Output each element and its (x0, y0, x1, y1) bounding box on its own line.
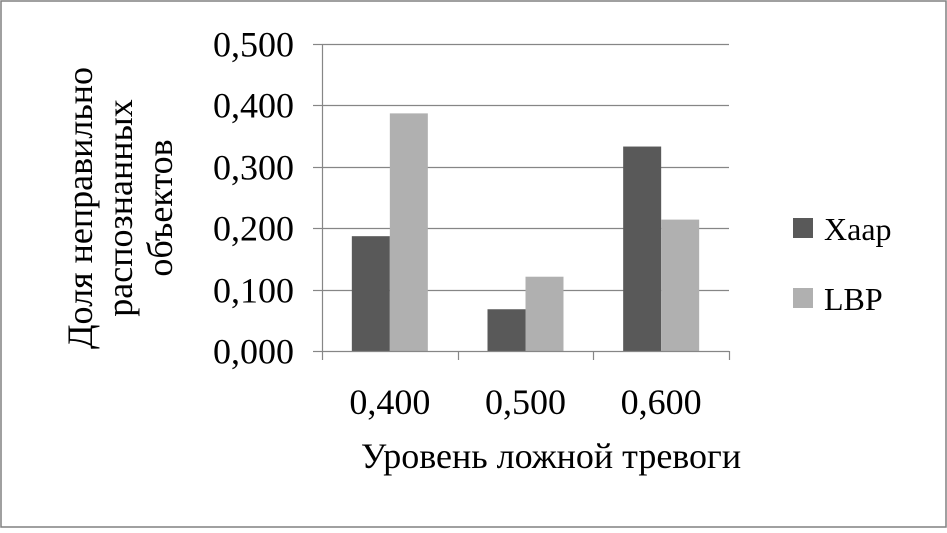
x-tick-label: 0,600 (621, 382, 702, 422)
y-tick-label: 0,100 (213, 271, 294, 311)
y-tick-label: 0,500 (213, 25, 294, 65)
x-tick-labels: 0,400 0,500 0,600 (349, 382, 701, 422)
bar-haar (351, 236, 390, 351)
y-axis-title-line-1: Доля неправильно (60, 67, 100, 349)
y-axis-title-line-3: объектов (140, 139, 180, 276)
legend-label-haar: Хаар (824, 211, 892, 247)
y-tick-label: 0,400 (213, 86, 294, 126)
y-tick-labels: 0,000 0,100 0,200 0,300 0,400 0,500 (213, 25, 294, 372)
y-axis-title-line-2: распознанных (100, 99, 140, 316)
bar-haar (487, 309, 526, 351)
y-tick-label: 0,000 (213, 332, 294, 372)
legend-label-lbp: LBP (824, 281, 883, 317)
bar-lbp (661, 219, 700, 351)
bar-lbp (389, 113, 428, 351)
x-tick-label: 0,400 (349, 382, 430, 422)
x-axis-title: Уровень ложной тревоги (361, 436, 741, 476)
legend-swatch-lbp (793, 288, 813, 308)
legend: Хаар LBP (793, 211, 892, 317)
bar-haar (623, 146, 662, 351)
y-tick-label: 0,200 (213, 209, 294, 249)
bar-lbp (525, 276, 564, 351)
bars (351, 113, 700, 351)
axes (313, 43, 731, 360)
x-tick-label: 0,500 (485, 382, 566, 422)
legend-swatch-haar (793, 218, 813, 238)
y-tick-label: 0,300 (213, 148, 294, 188)
y-axis-title: Доля неправильно распознанных объектов (60, 67, 180, 349)
